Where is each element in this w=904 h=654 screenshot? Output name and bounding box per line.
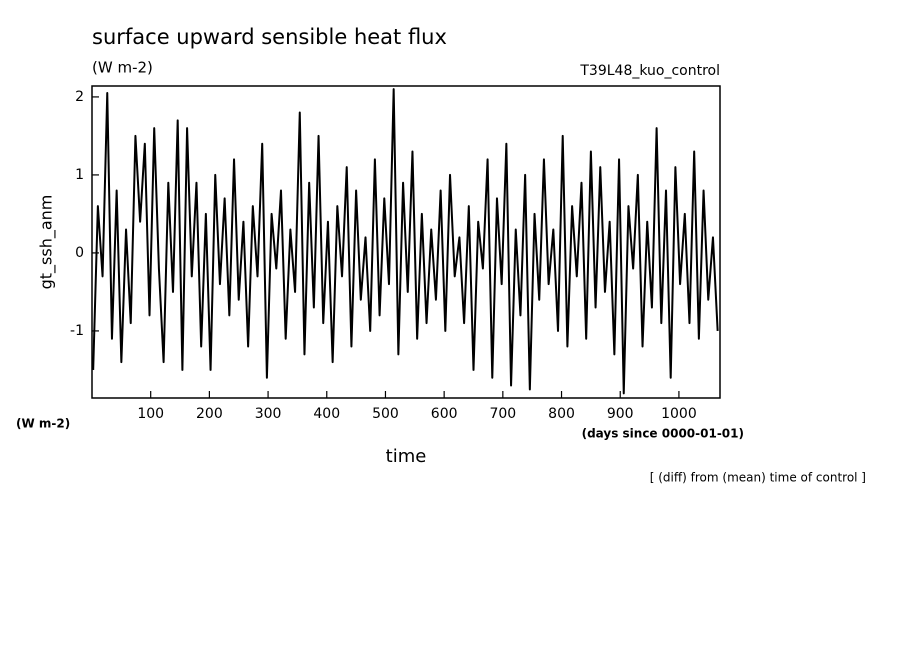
x-tick-label: 400: [313, 406, 340, 422]
x-tick-label: 900: [607, 406, 634, 422]
y-tick-label: 1: [75, 167, 84, 183]
y-tick-label: 0: [75, 245, 84, 261]
x-tick-label: 300: [255, 406, 282, 422]
y-tick-label: -1: [70, 323, 84, 339]
x-tick-label: 500: [372, 406, 399, 422]
y-tick-label: 2: [75, 89, 84, 105]
data-line: [92, 88, 719, 395]
x-tick-label: 100: [137, 406, 164, 422]
chart-title: surface upward sensible heat flux: [92, 25, 447, 49]
units-label: (W m-2): [92, 59, 153, 77]
plot-frame: [91, 85, 721, 399]
y-units: (W m-2): [16, 417, 70, 431]
x-tick-label: 1000: [661, 406, 697, 422]
x-tick-label: 600: [431, 406, 458, 422]
x-units: (days since 0000-01-01): [582, 427, 744, 441]
x-tick-label: 800: [548, 406, 575, 422]
x-tick-label: 700: [489, 406, 516, 422]
note: [ (diff) from (mean) time of control ]: [650, 471, 866, 485]
run-label: T39L48_kuo_control: [579, 63, 720, 79]
y-axis-title: gt_ssh_anm: [37, 195, 57, 290]
x-tick-label: 200: [196, 406, 223, 422]
x-axis-title: time: [386, 446, 427, 467]
